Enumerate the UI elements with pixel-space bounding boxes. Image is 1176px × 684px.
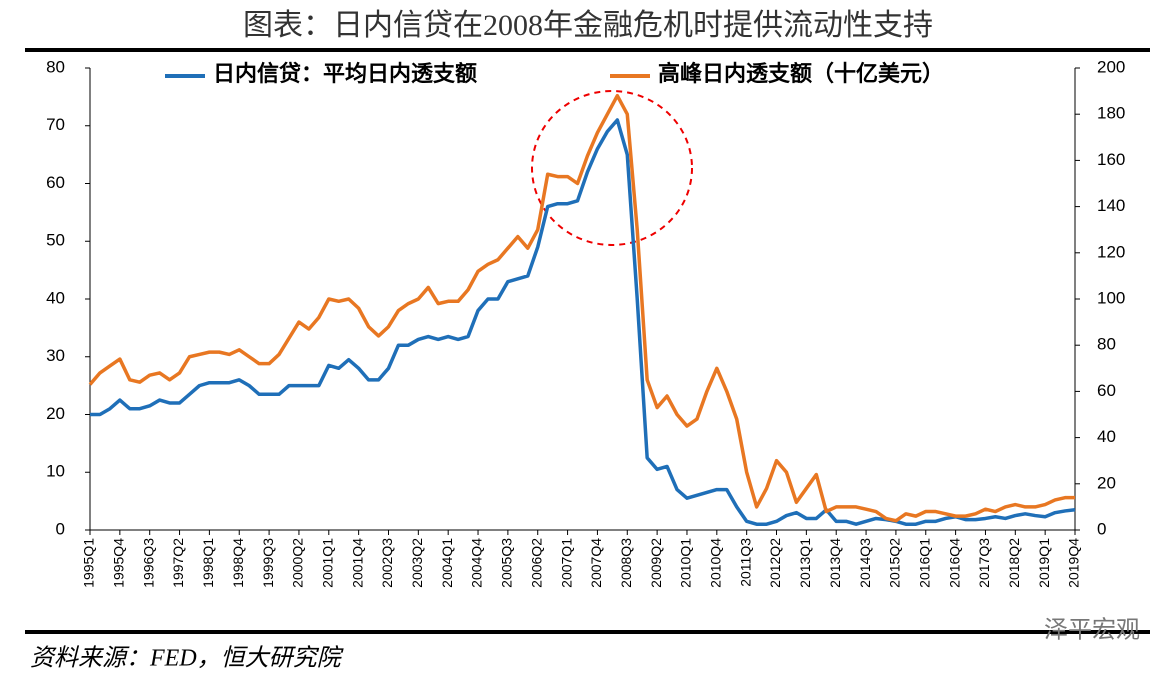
x-tick-label: 2013Q4 [827,538,843,588]
x-tick-label: 2015Q2 [887,538,903,588]
series-line [88,93,1075,523]
x-tick-label: 1998Q1 [200,538,216,588]
x-tick-label: 2002Q3 [379,538,395,588]
series-line [90,118,1076,526]
x-tick-label: 2003Q2 [409,538,425,588]
y2-tick-label: 180 [1097,104,1125,123]
x-tick-label: 2016Q4 [946,538,962,588]
x-tick-label: 2007Q1 [558,538,574,588]
x-tick-label: 1999Q3 [260,538,276,588]
y-tick-label: 70 [46,115,65,134]
y-tick-label: 60 [46,173,65,192]
x-tick-label: 2017Q3 [976,538,992,588]
y-tick-label: 80 [46,57,65,76]
y-tick-label: 50 [46,231,65,250]
x-tick-label: 1997Q2 [170,538,186,588]
watermark: 泽平宏观 [1044,617,1140,644]
x-tick-label: 2019Q4 [1066,538,1082,588]
y-tick-label: 20 [46,404,65,423]
x-tick-label: 2016Q1 [916,538,932,588]
x-tick-label: 2001Q1 [319,538,335,588]
y2-tick-label: 200 [1097,57,1125,76]
x-tick-label: 2013Q1 [797,538,813,588]
y-tick-label: 10 [46,462,65,481]
y-tick-label: 0 [56,519,65,538]
x-tick-label: 1995Q4 [111,538,127,588]
x-tick-label: 2009Q2 [648,538,664,588]
y2-tick-label: 40 [1097,427,1116,446]
y2-tick-label: 100 [1097,288,1125,307]
x-tick-label: 2014Q3 [857,538,873,588]
x-tick-label: 1995Q1 [81,538,97,588]
y-tick-label: 30 [46,346,65,365]
y2-tick-label: 20 [1097,473,1116,492]
source: 资料来源：FED，恒大研究院 [30,645,345,672]
x-tick-label: 2001Q4 [349,538,365,588]
legend-label: 日内信贷：平均日内透支额 [213,61,477,86]
y2-tick-label: 160 [1097,150,1125,169]
x-tick-label: 2018Q2 [1006,538,1022,588]
x-tick-label: 1996Q3 [140,538,156,588]
x-tick-label: 2010Q1 [678,538,694,588]
y2-tick-label: 80 [1097,335,1116,354]
x-tick-label: 1998Q4 [230,538,246,588]
chart-title: 图表：日内信贷在2008年金融危机时提供流动性支持 [243,9,933,42]
x-tick-label: 2004Q1 [439,538,455,588]
x-tick-label: 2008Q3 [618,538,634,588]
x-tick-label: 2004Q4 [469,538,485,588]
y2-tick-label: 0 [1097,519,1106,538]
x-tick-label: 2019Q1 [1036,538,1052,588]
legend-label: 高峰日内透支额（十亿美元） [658,61,944,86]
y-tick-label: 40 [46,288,65,307]
y2-tick-label: 60 [1097,381,1116,400]
x-tick-label: 2000Q2 [290,538,306,588]
x-tick-label: 2012Q2 [767,538,783,588]
x-tick-label: 2005Q3 [499,538,515,588]
x-tick-label: 2007Q4 [588,538,604,588]
y2-tick-label: 140 [1097,196,1125,215]
x-tick-label: 2006Q2 [528,538,544,588]
y2-tick-label: 120 [1097,242,1125,261]
x-tick-label: 2010Q4 [708,538,724,588]
x-tick-label: 2011Q3 [737,538,753,587]
highlight-circle [531,90,693,246]
